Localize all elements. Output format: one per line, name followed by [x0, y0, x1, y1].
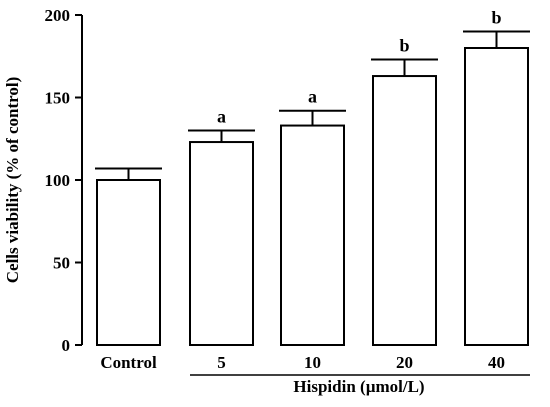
- x-tick-label: 5: [217, 353, 226, 372]
- bar: [96, 179, 161, 346]
- x-tick-label: 20: [396, 353, 413, 372]
- y-axis-label: Cells viability (% of control): [3, 77, 22, 284]
- y-tick-label: 50: [53, 254, 70, 273]
- significance-label: b: [399, 36, 409, 56]
- plot-area: 0 50 100 150 200 Control a 5 a 10 b 20 b 40: [45, 6, 530, 376]
- y-tick-label: 150: [45, 89, 71, 108]
- x-tick-label: 10: [304, 353, 321, 372]
- y-tick-label: 100: [45, 171, 71, 190]
- bar: [280, 124, 345, 346]
- significance-label: a: [308, 87, 317, 107]
- bar: [372, 75, 437, 347]
- x-axis-label: Hispidin (µmol/L): [293, 377, 424, 396]
- y-tick-label: 0: [62, 336, 71, 355]
- significance-label: b: [491, 8, 501, 28]
- y-tick-label: 200: [45, 6, 71, 25]
- bar: [464, 47, 529, 346]
- x-tick-label: 40: [488, 353, 505, 372]
- significance-label: a: [217, 107, 226, 127]
- bar: [189, 141, 254, 346]
- x-tick-label: Control: [100, 353, 157, 372]
